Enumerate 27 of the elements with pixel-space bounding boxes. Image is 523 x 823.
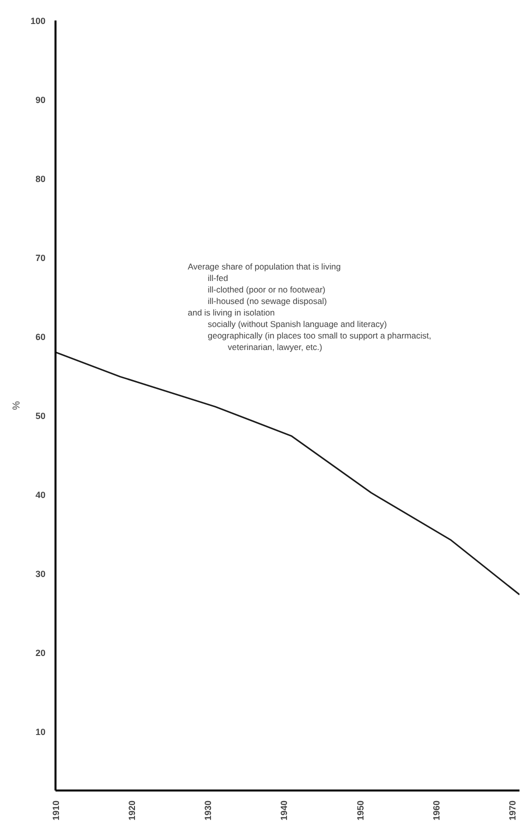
- annotation: and is living in isolation: [188, 307, 275, 318]
- annotation: ill-clothed (poor or no footwear): [208, 284, 326, 294]
- y-tick-label: 40: [35, 490, 46, 500]
- annotation: geographically (in places too small to support a pharmacist,: [208, 330, 432, 340]
- y-tick-label: 10: [35, 726, 46, 737]
- y-tick-label: 70: [35, 252, 46, 263]
- line-series: [56, 351, 520, 596]
- y-tick-label: 90: [35, 94, 46, 105]
- annotation: socially (without Spanish language and literacy): [208, 318, 387, 329]
- annotation: ill-fed: [208, 272, 228, 283]
- annotation: Average share of population that is living: [188, 261, 341, 272]
- x-tick-label: 1940: [279, 800, 290, 821]
- x-tick-label: 1930: [203, 800, 214, 821]
- y-tick-label: 30: [35, 568, 46, 579]
- y-axis-title: %: [11, 400, 22, 410]
- y-tick-label: 50: [35, 410, 46, 421]
- y-tick-label: 100: [30, 16, 46, 26]
- y-tick-label: 80: [35, 174, 46, 184]
- x-tick-label: 1970: [507, 800, 518, 821]
- y-tick-label: 60: [35, 332, 46, 342]
- x-tick-label: 1910: [51, 800, 61, 821]
- x-tick-label: 1950: [355, 800, 366, 821]
- x-tick-label: 1960: [431, 800, 442, 821]
- x-tick-label: 1920: [127, 800, 138, 821]
- y-tick-label: 20: [35, 648, 46, 658]
- annotation: ill-housed (no sewage disposal): [208, 296, 327, 306]
- annotation: veterinarian, lawyer, etc.): [228, 342, 322, 352]
